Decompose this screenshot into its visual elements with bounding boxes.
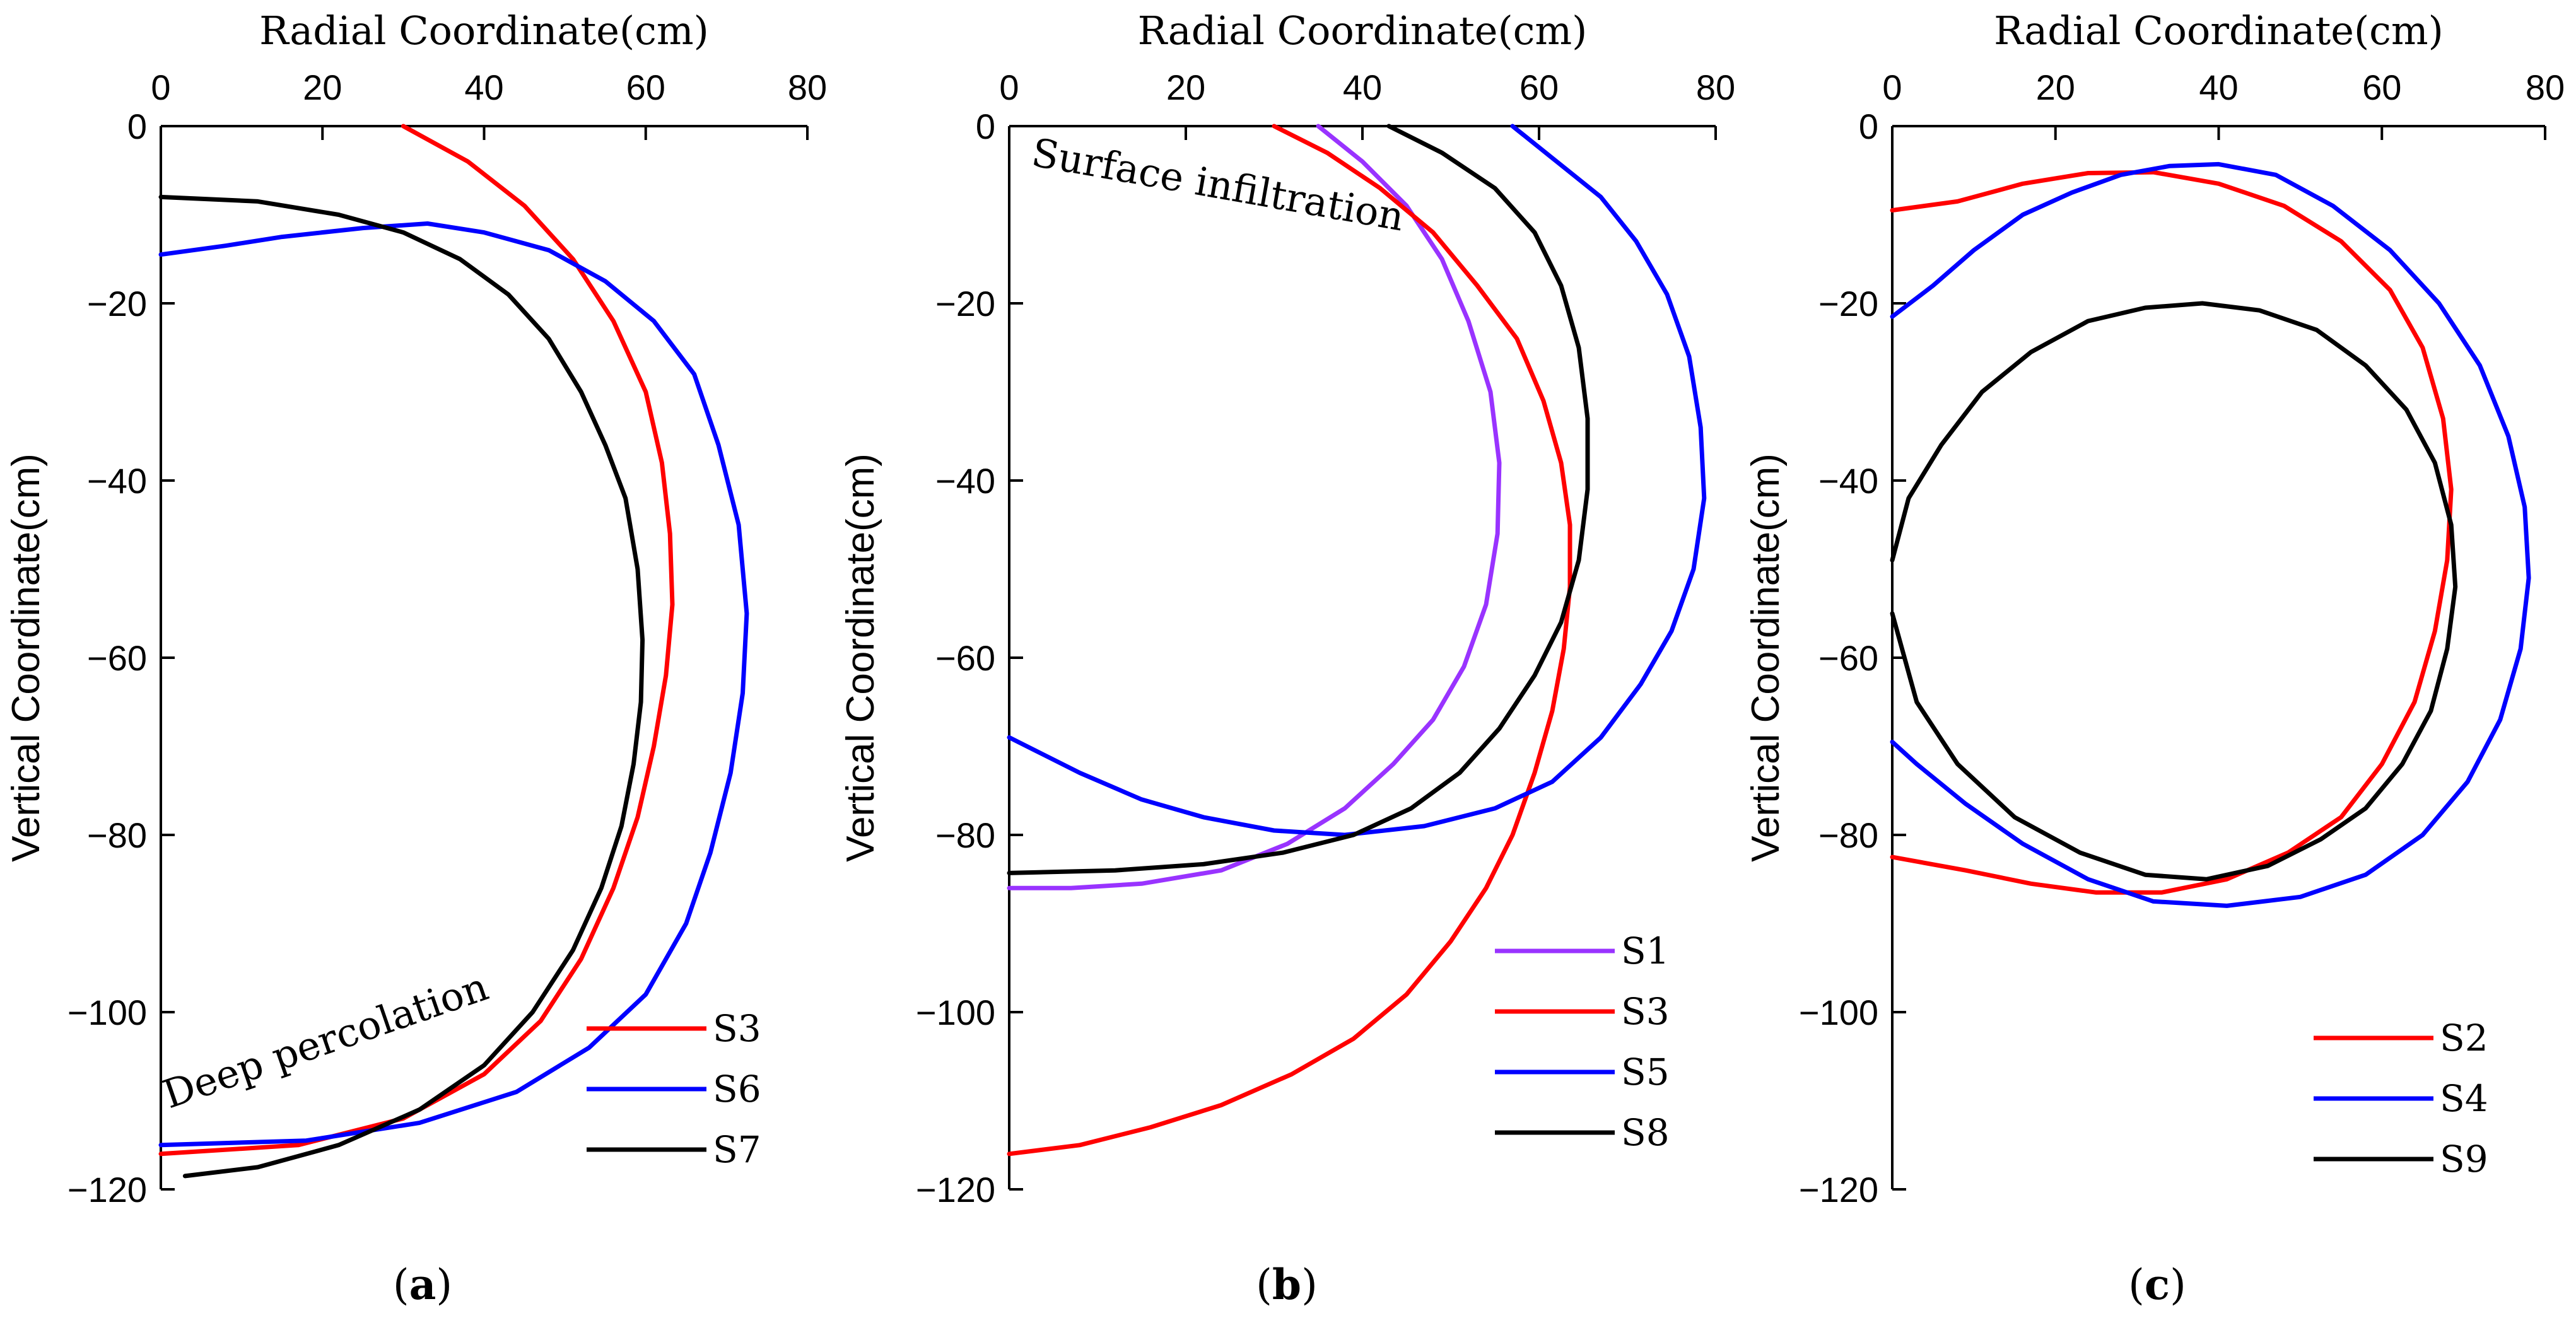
series-line-s5	[1007, 124, 1707, 837]
x-tick-label: 60	[626, 67, 665, 107]
x-tick-label: 60	[1519, 67, 1559, 107]
panel-label-a: (a)	[393, 1260, 452, 1309]
y-tick-label: −20	[87, 284, 147, 324]
y-tick-label: 0	[1859, 107, 1878, 146]
series-line-s3	[1007, 124, 1572, 1157]
y-tick-label: 0	[976, 107, 995, 146]
x-axis-title: Radial Coordinate(cm)	[1138, 8, 1588, 54]
series-line-s4	[1890, 161, 2531, 908]
y-tick-label: 0	[127, 107, 147, 146]
y-axis-title: Vertical Coordinate(cm)	[839, 453, 882, 862]
legend-label-s9: S9	[2440, 1138, 2488, 1181]
y-axis-title: Vertical Coordinate(cm)	[4, 453, 48, 862]
series-line-s3	[158, 124, 675, 1157]
x-tick-label: 40	[464, 67, 503, 107]
y-tick-label: −40	[935, 461, 995, 501]
x-tick-label: 0	[151, 67, 170, 107]
legend-label-s2: S2	[2440, 1017, 2488, 1059]
series-line-s8	[1007, 124, 1590, 875]
x-tick-label: 20	[1166, 67, 1205, 107]
legend-label-s3: S3	[713, 1007, 761, 1050]
chart-panel-a: 0 20 40 60 80 0 −20 −40 −60 −80 −100 −120 Radial Coo…	[4, 8, 827, 1309]
y-tick-label: −40	[1818, 461, 1878, 501]
legend-label-s8: S8	[1621, 1111, 1670, 1154]
series-line-s6	[158, 221, 749, 1148]
x-tick-label: 40	[2199, 67, 2238, 107]
legend: S2 S4 S9	[2314, 1017, 2488, 1181]
y-tick-label: −80	[935, 815, 995, 855]
x-tick-label: 20	[303, 67, 342, 107]
legend: S3 S6 S7	[587, 1007, 761, 1171]
y-tick-label: −100	[916, 993, 995, 1032]
series-line-s7	[158, 194, 645, 1179]
x-tick-label: 40	[1343, 67, 1382, 107]
series-line-s9	[1890, 301, 2458, 882]
y-tick-label: −20	[935, 284, 995, 324]
y-tick-label: −120	[67, 1170, 147, 1210]
x-tick-label: 0	[999, 67, 1019, 107]
y-tick-label: −60	[87, 638, 147, 678]
x-tick-label: 80	[788, 67, 827, 107]
x-tick-label: 20	[2036, 67, 2075, 107]
x-tick-label: 80	[1696, 67, 1735, 107]
y-tick-label: −40	[87, 461, 147, 501]
x-axis-title: Radial Coordinate(cm)	[259, 8, 709, 54]
panel-label-c: (c)	[2128, 1260, 2186, 1309]
x-tick-label: 60	[2362, 67, 2401, 107]
legend-label-s6: S6	[713, 1068, 761, 1111]
x-tick-label: 0	[1882, 67, 1902, 107]
y-tick-label: −120	[1799, 1170, 1878, 1210]
legend-label-s5: S5	[1621, 1051, 1670, 1093]
y-tick-label: −60	[935, 638, 995, 678]
y-tick-label: −20	[1818, 284, 1878, 324]
series-line-s1	[1007, 124, 1502, 890]
x-axis-title: Radial Coordinate(cm)	[1994, 8, 2444, 54]
panel-label-b: (b)	[1256, 1260, 1318, 1309]
legend-label-s1: S1	[1621, 930, 1670, 972]
y-tick-label: −80	[1818, 815, 1878, 855]
series-line-s2	[1890, 170, 2454, 895]
legend-label-s7: S7	[713, 1128, 761, 1171]
x-tick-label: 80	[2526, 67, 2565, 107]
y-tick-label: −100	[67, 993, 147, 1032]
y-tick-label: −60	[1818, 638, 1878, 678]
y-tick-label: −100	[1799, 993, 1878, 1032]
y-tick-label: −120	[916, 1170, 995, 1210]
chart-panel-c: 0 20 40 60 80 0 −20 −40 −60 −80 −100 −120 Radial Coo…	[1744, 8, 2565, 1309]
y-tick-label: −80	[87, 815, 147, 855]
legend: S1 S3 S5 S8	[1495, 930, 1670, 1154]
chart-panel-b: 0 20 40 60 80 0 −20 −40 −60 −80 −100 −120 Radial Coo…	[839, 8, 1735, 1309]
y-axis-title: Vertical Coordinate(cm)	[1744, 453, 1788, 862]
annotation-text: Surface infiltration	[1028, 129, 1407, 240]
legend-label-s3: S3	[1621, 990, 1670, 1033]
legend-label-s4: S4	[2440, 1077, 2488, 1120]
